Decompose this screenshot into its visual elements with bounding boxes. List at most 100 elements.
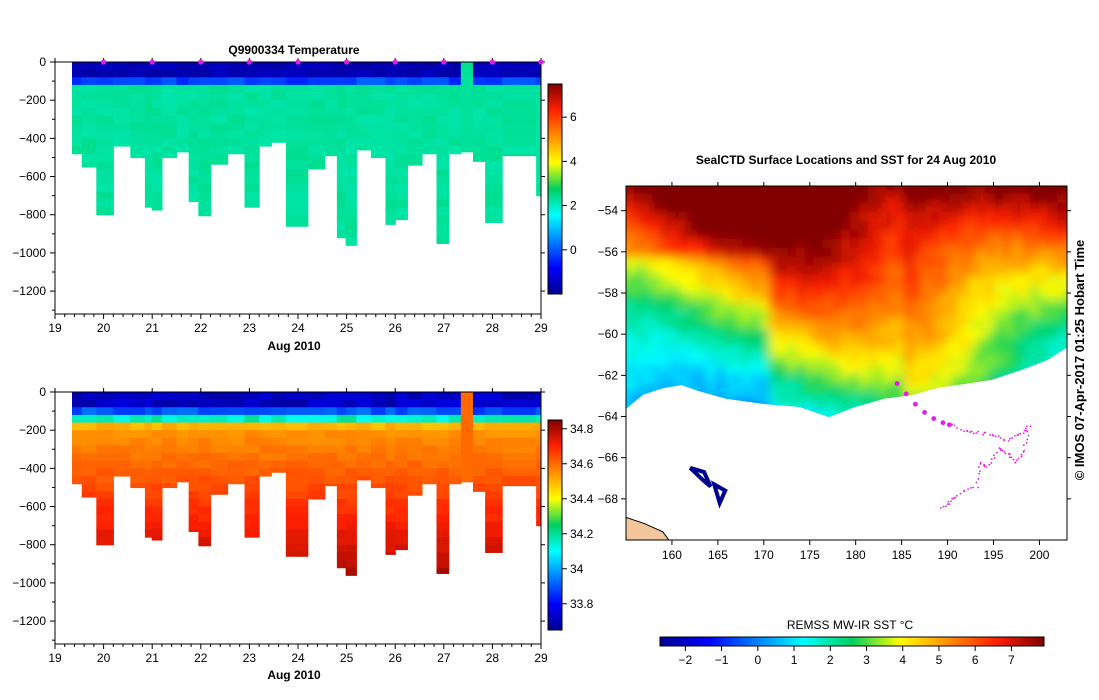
- sst-cell: [850, 230, 860, 240]
- data-cell: [407, 468, 423, 477]
- data-cell: [436, 146, 450, 155]
- data-cell: [96, 100, 114, 109]
- sst-cell: [787, 212, 797, 222]
- sst-cell: [868, 293, 878, 303]
- data-cell: [161, 392, 178, 401]
- sst-cell: [904, 275, 914, 285]
- sst-cell: [778, 293, 788, 303]
- data-cell: [356, 77, 372, 86]
- sst-cell: [1075, 176, 1085, 186]
- data-cell: [198, 123, 212, 132]
- sst-cell: [850, 257, 860, 267]
- data-cell: [210, 445, 229, 454]
- data-cell: [336, 207, 347, 216]
- sst-cell: [1012, 248, 1022, 258]
- data-cell: [227, 130, 246, 139]
- data-cell: [188, 483, 199, 492]
- sst-cell: [823, 338, 833, 348]
- data-cell: [395, 506, 408, 515]
- sst-cell: [670, 257, 680, 267]
- sst-cell: [769, 186, 779, 195]
- sst-cell: [949, 293, 959, 303]
- data-cell: [161, 146, 178, 155]
- data-cell: [244, 100, 260, 109]
- data-cell: [81, 146, 97, 155]
- data-cell: [370, 130, 387, 139]
- sst-cell: [769, 257, 779, 267]
- sst-cell: [733, 275, 743, 285]
- sst-cell: [823, 194, 833, 204]
- data-cell: [460, 430, 474, 439]
- sst-cell: [949, 203, 959, 213]
- data-cell: [144, 123, 153, 132]
- sst-cell: [1003, 365, 1013, 375]
- data-cell: [336, 498, 347, 508]
- sst-cell: [787, 266, 797, 276]
- data-cell: [385, 115, 396, 124]
- data-cell: [336, 514, 347, 523]
- data-cell: [324, 392, 338, 401]
- track-point: [988, 463, 991, 466]
- data-cell: [113, 123, 131, 132]
- data-cell: [448, 92, 462, 101]
- sst-cell: [913, 239, 923, 249]
- data-cell: [421, 453, 438, 462]
- sst-cell: [850, 347, 860, 357]
- data-cell: [324, 445, 338, 454]
- sst-cell: [805, 230, 815, 240]
- data-cell: [151, 184, 163, 193]
- sst-cell: [661, 284, 671, 294]
- data-cell: [271, 445, 287, 454]
- data-cell: [271, 69, 287, 78]
- sst-cell: [1030, 203, 1040, 213]
- data-cell: [151, 123, 163, 132]
- sst-cell: [769, 275, 779, 285]
- data-cell: [113, 453, 131, 462]
- sst-cell: [850, 284, 860, 294]
- sst-cell: [778, 266, 788, 276]
- x-tick-label: 24: [291, 321, 305, 335]
- sst-cell: [841, 347, 851, 357]
- y-tick-label: 0: [39, 385, 46, 399]
- sst-cell: [715, 302, 725, 312]
- data-cell: [113, 422, 131, 431]
- data-cell: [285, 207, 309, 216]
- profile-marker: [489, 59, 495, 65]
- sst-cell: [769, 356, 779, 366]
- data-cell: [307, 430, 326, 439]
- sst-cell: [697, 329, 707, 339]
- sst-cell: [823, 383, 833, 393]
- data-cell: [96, 407, 114, 416]
- track-point: [959, 492, 962, 495]
- data-cell: [244, 199, 260, 208]
- data-cell: [81, 77, 97, 86]
- data-cell: [385, 468, 396, 477]
- sst-cell: [967, 221, 977, 231]
- sst-cell: [643, 320, 653, 330]
- sst-cell: [679, 257, 689, 267]
- sst-cell: [616, 437, 626, 447]
- data-cell: [385, 544, 396, 553]
- track-point: [963, 490, 965, 493]
- data-cell: [336, 560, 347, 569]
- sst-cell: [733, 230, 743, 240]
- sst-cell: [976, 293, 986, 303]
- data-cell: [324, 92, 338, 101]
- data-cell: [72, 437, 83, 447]
- data-cell: [370, 460, 387, 469]
- sst-cell: [769, 221, 779, 231]
- sst-cell: [904, 374, 914, 384]
- data-cell: [472, 430, 486, 439]
- sst-cell: [922, 194, 932, 204]
- sst-cell: [796, 293, 806, 303]
- sst-cell: [643, 248, 653, 258]
- salinity-panel: 19 20 21 22 23 24 25 26 27 28 290−200−400−600−800−…: [12, 385, 593, 682]
- sst-cell: [688, 284, 698, 294]
- data-cell: [407, 453, 423, 462]
- sst-cell: [733, 194, 743, 204]
- sst-cell: [859, 383, 869, 393]
- sst-cell: [626, 320, 635, 330]
- temperature-colorbar: [547, 83, 563, 295]
- y-tick-label: 0: [39, 55, 46, 69]
